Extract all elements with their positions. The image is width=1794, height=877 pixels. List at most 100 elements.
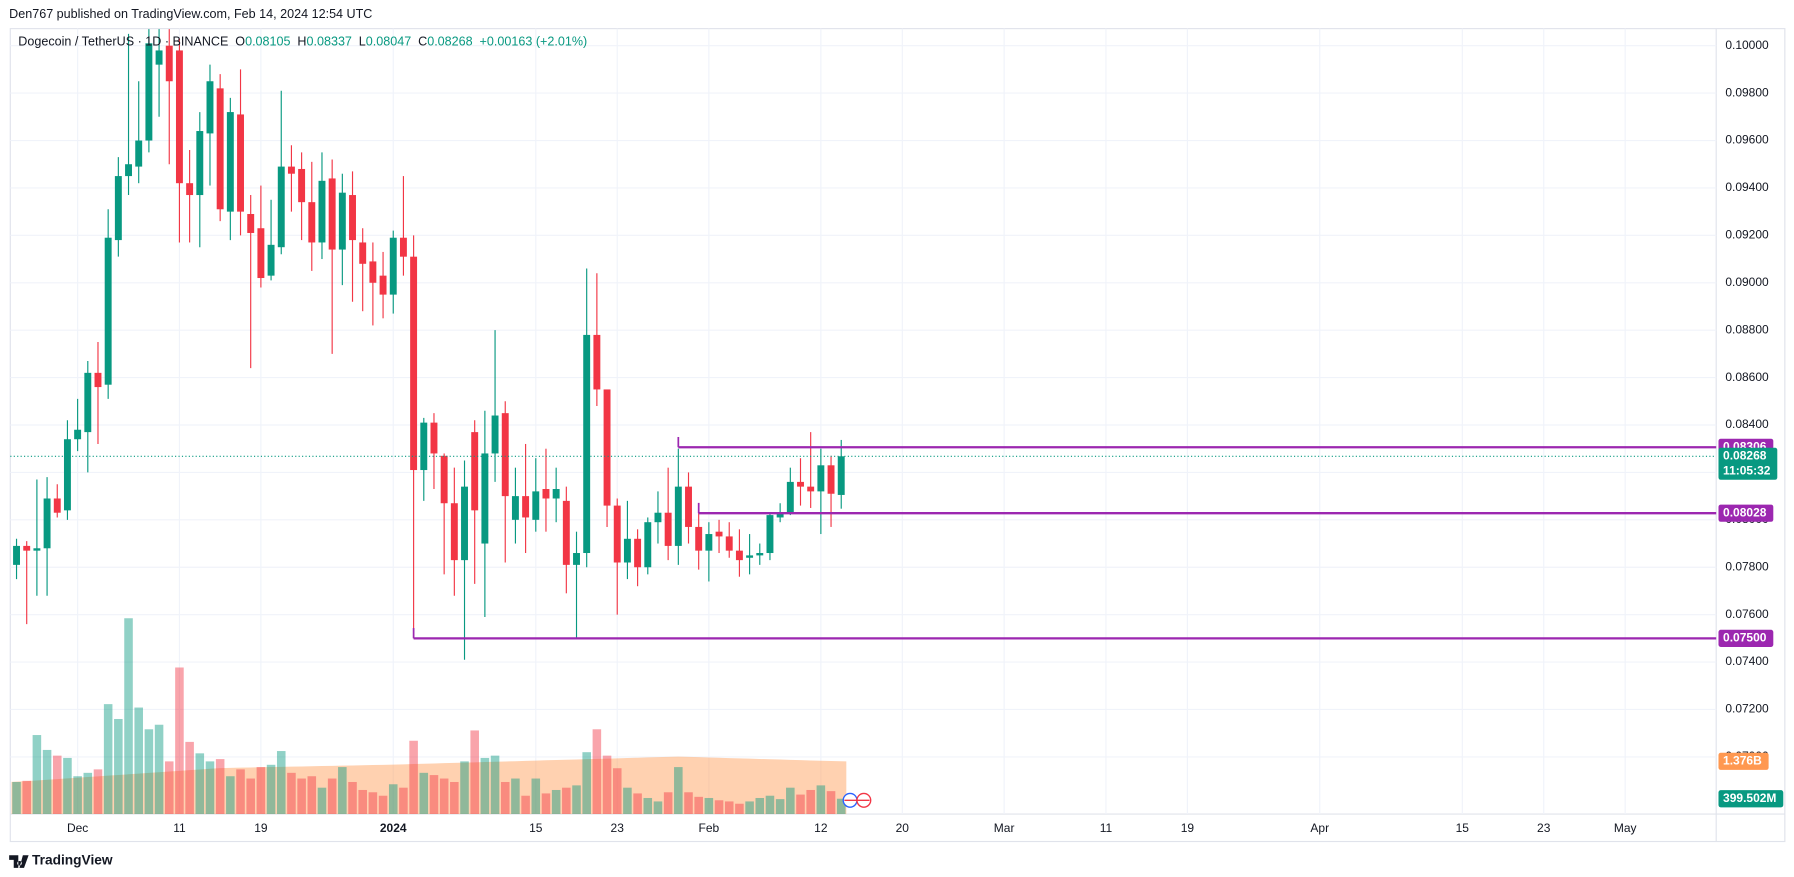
price-lines [10, 436, 1717, 640]
legend-low-label: L [359, 35, 366, 49]
volume-bar [175, 667, 184, 815]
candle-body [725, 536, 733, 551]
x-tick-label: 19 [254, 821, 268, 835]
volume-bar [185, 741, 194, 815]
candle-body [226, 112, 234, 212]
volume-bar [521, 795, 530, 815]
volume-bar [816, 785, 826, 815]
candle-body [318, 180, 326, 243]
volume-bar [551, 789, 561, 815]
candle-body [13, 545, 20, 565]
candle-body [837, 456, 845, 495]
candle-body [175, 50, 183, 184]
candle-body [114, 176, 122, 241]
volume-bar [297, 778, 306, 815]
volume-bar [226, 776, 235, 815]
volume-bar [338, 767, 347, 815]
x-tick-label: Feb [699, 821, 720, 835]
volume-bar [144, 729, 154, 815]
y-tick-label: 0.08600 [1725, 370, 1769, 384]
x-tick-label: Apr [1310, 821, 1329, 835]
candle-body [43, 498, 51, 549]
candle-body [634, 538, 642, 568]
volume-bar [134, 707, 143, 815]
volume-bar [22, 780, 31, 815]
volume-bar [103, 704, 113, 815]
candle-body [399, 237, 407, 257]
candle-body [583, 334, 591, 554]
candle-body [135, 140, 143, 167]
y-tick-label: 0.08800 [1725, 322, 1769, 336]
candle-body [379, 275, 387, 295]
candle-body [247, 214, 255, 233]
candle-body [623, 538, 631, 563]
candle-body [359, 242, 367, 264]
candle-body [522, 496, 530, 518]
legend-close: 0.08268 [427, 35, 472, 49]
header: Den767 published on TradingView.com, Feb… [9, 7, 372, 21]
volume-bar [93, 769, 103, 815]
candle-body [53, 498, 61, 513]
y-tick-label: 0.08400 [1725, 417, 1769, 431]
candle-body [593, 334, 601, 390]
volume-bar [490, 755, 500, 815]
volume-bar [164, 761, 174, 815]
x-tick-label: 20 [896, 821, 910, 835]
candle-body [94, 372, 102, 388]
x-tick-label: 15 [529, 821, 543, 835]
candle-body [206, 81, 214, 134]
current-price-label: 0.08268 [1723, 448, 1767, 462]
legend-change: +0.00163 (+2.01%) [480, 35, 588, 49]
volume-bar [582, 752, 591, 815]
candles [13, 29, 845, 660]
candle-body [705, 534, 713, 551]
candle-body [807, 486, 815, 492]
x-tick-label: 11 [173, 821, 186, 835]
candle-body [349, 195, 356, 241]
volume-bar [796, 794, 805, 815]
candle-body [613, 505, 621, 563]
x-tick-label: 2024 [380, 821, 407, 835]
volume-bar [256, 767, 266, 815]
volume-bar [388, 784, 398, 815]
level-label: 0.07500 [1723, 631, 1767, 645]
candle-body [257, 228, 265, 279]
candle-body [63, 439, 71, 511]
candle-body [674, 486, 682, 546]
candle-body [450, 503, 458, 561]
legend-open: 0.08105 [245, 35, 290, 49]
volume-bar [714, 800, 724, 815]
volume-label-box [1718, 790, 1784, 808]
candle-body [481, 453, 489, 544]
volume-bar [572, 785, 581, 815]
candle-body [511, 496, 519, 520]
current-price-label-countdown: 11:05:32 [1723, 463, 1771, 477]
candle-body [786, 481, 794, 513]
y-tick-label: 0.07200 [1725, 702, 1769, 716]
candle-body [104, 237, 112, 385]
y-tick-label: 0.07400 [1725, 654, 1769, 668]
volume-bar [83, 772, 93, 815]
frame [9, 28, 1786, 843]
x-tick-label: 23 [611, 821, 625, 835]
volume-bar [704, 797, 714, 815]
volume-bar [12, 781, 21, 815]
volume-bar [531, 778, 541, 815]
candle-body [491, 415, 499, 454]
candle-body [817, 465, 825, 492]
candle-body [155, 50, 163, 65]
candle-body [573, 553, 580, 565]
candle-body [369, 261, 377, 283]
volume-bar [378, 795, 388, 815]
volume-bar [541, 793, 551, 815]
candle-body [186, 183, 194, 196]
volume-bar [215, 759, 225, 815]
candle-body [644, 522, 652, 568]
candle-body [298, 168, 306, 203]
candle-body [695, 526, 703, 551]
y-tick-label: 0.09800 [1725, 85, 1769, 99]
volume-bar [368, 792, 378, 815]
volume-bar [500, 781, 510, 815]
